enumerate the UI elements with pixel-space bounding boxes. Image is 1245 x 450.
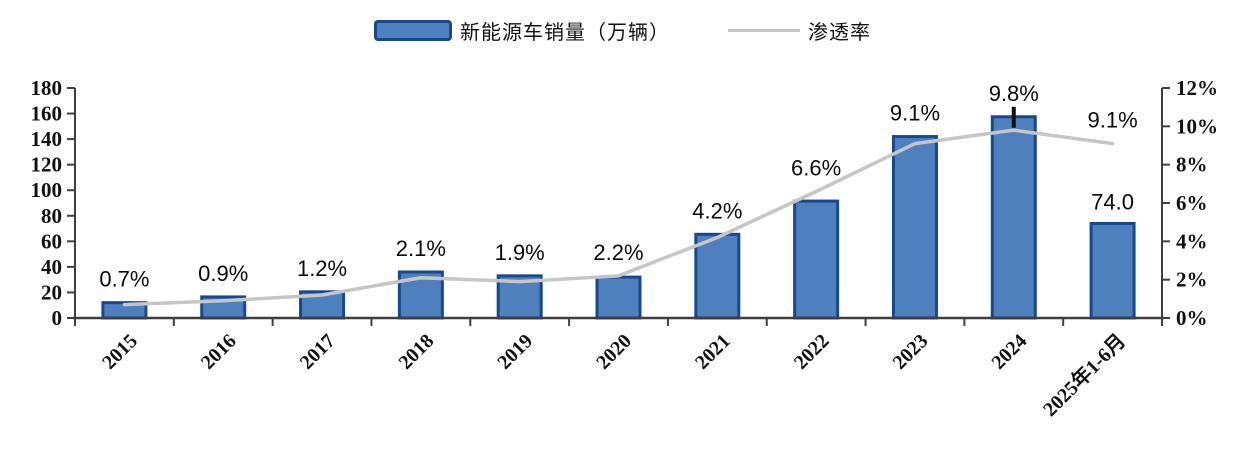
bar-2022 bbox=[793, 199, 840, 320]
x-axis-category-label: 2019 bbox=[493, 330, 537, 374]
x-axis-category-label: 2016 bbox=[197, 330, 241, 374]
bar-2020 bbox=[595, 275, 642, 320]
penetration-data-label: 6.6% bbox=[791, 156, 841, 181]
penetration-data-label: 0.9% bbox=[198, 261, 248, 286]
legend-item-penetration: 渗透率 bbox=[728, 16, 871, 45]
penetration-data-label: 4.2% bbox=[692, 198, 742, 223]
bar-2023 bbox=[891, 135, 938, 320]
line-series-swatch-icon bbox=[728, 29, 800, 32]
left-axis-tick-label: 100 bbox=[31, 178, 63, 202]
right-axis-tick-label: 10% bbox=[1176, 114, 1218, 138]
right-axis-tick-label: 4% bbox=[1176, 229, 1208, 253]
right-axis-tick-label: 2% bbox=[1176, 268, 1208, 292]
bar-2021 bbox=[694, 232, 741, 320]
x-axis-category-label: 2022 bbox=[790, 330, 834, 374]
x-axis-category-label: 2024 bbox=[987, 330, 1031, 374]
x-axis-category-label: 2018 bbox=[395, 330, 439, 374]
right-axis-tick-label: 6% bbox=[1176, 191, 1208, 215]
x-axis-category-label: 2023 bbox=[889, 330, 933, 374]
right-axis-tick-label: 8% bbox=[1176, 153, 1208, 177]
x-axis-category-label: 2021 bbox=[691, 330, 735, 374]
legend-item-sales: 新能源车销量（万辆） bbox=[374, 16, 670, 45]
left-axis-tick-label: 40 bbox=[41, 255, 62, 279]
bar-series-swatch-icon bbox=[374, 20, 452, 41]
penetration-data-label: 9.8% bbox=[989, 81, 1039, 106]
x-axis-category-label: 2020 bbox=[592, 330, 636, 374]
x-axis-category-label: 2025年1-6月 bbox=[1038, 329, 1130, 421]
x-axis-category-label: 2017 bbox=[296, 330, 340, 374]
left-axis-tick-label: 160 bbox=[31, 102, 63, 126]
chart-legend: 新能源车销量（万辆） 渗透率 bbox=[0, 16, 1245, 45]
x-axis-category-label: 2015 bbox=[98, 330, 142, 374]
penetration-data-label: 1.2% bbox=[297, 256, 347, 281]
left-axis-tick-label: 80 bbox=[41, 204, 62, 228]
left-axis-tick-label: 180 bbox=[31, 76, 63, 100]
penetration-data-label: 9.1% bbox=[1088, 108, 1138, 133]
left-axis-tick-label: 0 bbox=[52, 306, 63, 330]
right-axis-tick-label: 0% bbox=[1176, 306, 1208, 330]
last-bar-value-label: 74.0 bbox=[1091, 189, 1134, 214]
legend-label-sales: 新能源车销量（万辆） bbox=[460, 20, 670, 44]
bar-2025年1-6月 bbox=[1089, 221, 1136, 320]
penetration-data-label: 0.7% bbox=[99, 267, 149, 292]
penetration-data-label: 9.1% bbox=[890, 101, 940, 126]
left-axis-tick-label: 140 bbox=[31, 127, 63, 151]
legend-label-penetration: 渗透率 bbox=[808, 20, 871, 44]
bar-2024 bbox=[990, 115, 1037, 320]
left-axis-tick-label: 60 bbox=[41, 229, 62, 253]
right-axis-tick-label: 12% bbox=[1176, 76, 1218, 100]
penetration-line bbox=[122, 128, 1115, 307]
penetration-data-label: 1.9% bbox=[495, 240, 545, 265]
left-axis-tick-label: 120 bbox=[31, 153, 63, 177]
penetration-data-label: 2.1% bbox=[396, 236, 446, 261]
penetration-data-label: 2.2% bbox=[593, 240, 643, 265]
left-axis-tick-label: 20 bbox=[41, 280, 62, 304]
